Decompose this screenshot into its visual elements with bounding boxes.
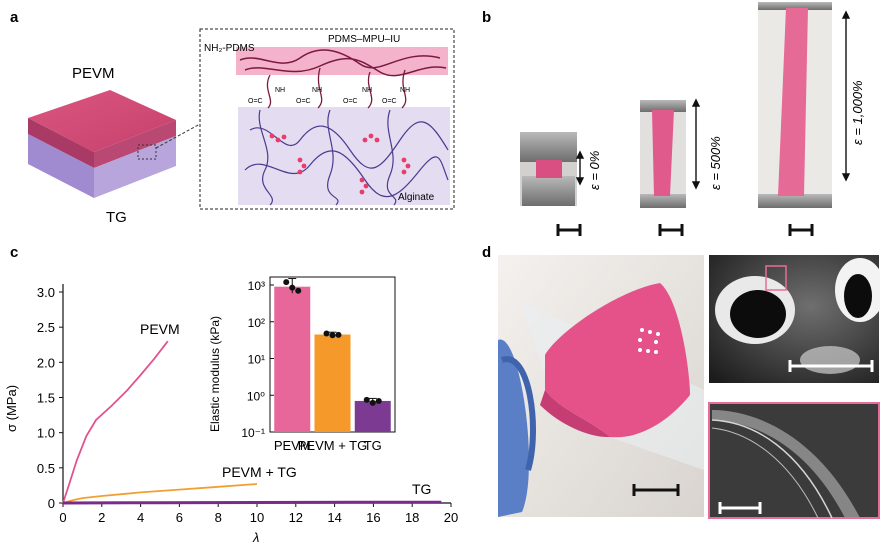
label-tg-layer: TG — [106, 209, 127, 226]
x-tick-label: 18 — [405, 510, 419, 525]
curve-label-tg: TG — [412, 481, 431, 497]
urethane-label-1: O=C — [248, 98, 263, 105]
y-tick-label: 0.5 — [37, 461, 55, 476]
inset-x-tick-label: PEVM + TG — [298, 438, 367, 453]
amine-label-3: NH — [362, 87, 372, 94]
y-tick-label: 2.5 — [37, 320, 55, 335]
y-tick-label: 2.0 — [37, 355, 55, 370]
x-tick-label: 6 — [176, 510, 183, 525]
tensile-photo-500 — [640, 100, 686, 208]
x-tick-label: 2 — [98, 510, 105, 525]
main-xlabel: λ — [252, 530, 259, 545]
scale-bar-sem-2 — [718, 502, 762, 514]
scale-bar-sem-1 — [788, 360, 874, 372]
data-point — [295, 287, 302, 294]
panel-c-letter: c — [10, 244, 18, 261]
inset-y-tick-label: 10⁻¹ — [241, 426, 265, 440]
inset-x-tick-label: PEVM — [274, 438, 311, 453]
amine-label-2: NH — [312, 87, 322, 94]
data-point — [289, 284, 296, 291]
bar-tg — [354, 400, 391, 432]
amine-label-1: NH — [275, 87, 285, 94]
strain-label-0: ε = 0% — [587, 151, 602, 190]
data-point — [375, 397, 382, 404]
main-ylabel: σ (MPa) — [4, 385, 19, 432]
bar-pevm-tg — [314, 334, 351, 432]
amine-label-4: NH — [400, 87, 410, 94]
inset-y-tick-label: 10³ — [248, 279, 265, 293]
tensile-photo-0 — [520, 132, 577, 206]
zoom-box — [137, 144, 157, 160]
urethane-label-2: O=C — [296, 98, 311, 105]
y-tick-label: 3.0 — [37, 285, 55, 300]
y-tick-label: 1.5 — [37, 391, 55, 406]
tensile-photo-1000 — [758, 2, 832, 208]
x-tick-label: 20 — [444, 510, 458, 525]
series-line-pevm — [62, 340, 169, 504]
panel-b-letter: b — [482, 9, 491, 26]
x-tick-label: 0 — [59, 510, 66, 525]
series-line-pevm-tg — [62, 483, 258, 504]
strain-label-500: ε = 500% — [708, 136, 723, 190]
x-tick-label: 4 — [137, 510, 144, 525]
bar-pevm — [274, 286, 311, 432]
strain-label-1000: ε = 1,000% — [850, 80, 865, 145]
data-point — [283, 279, 290, 286]
sem-image-overview — [709, 255, 880, 383]
x-tick-label: 14 — [327, 510, 341, 525]
curve-label-pevm-tg: PEVM + TG — [222, 464, 297, 480]
scale-bar-photo — [632, 484, 680, 496]
y-tick-label: 0 — [48, 496, 55, 511]
x-tick-label: 10 — [250, 510, 264, 525]
urethane-label-3: O=C — [343, 98, 358, 105]
sem-image-zoom — [708, 402, 880, 519]
data-point — [329, 332, 336, 339]
data-point — [335, 331, 342, 338]
urethane-label-4: O=C — [382, 98, 397, 105]
label-alginate: Alginate — [398, 192, 435, 203]
data-point — [323, 330, 330, 337]
label-pevm-layer: PEVM — [72, 65, 115, 82]
y-tick-label: 1.0 — [37, 426, 55, 441]
data-point — [369, 399, 376, 406]
inset-y-tick-label: 10² — [248, 316, 265, 330]
scale-bars-b — [556, 224, 814, 236]
stress-stretch-chart: 0 2 4 6 8 10 12 14 16 18 20 0 0.5 1.0 1.5 2.0 2.5 3.0 — [37, 284, 458, 525]
inset-y-tick-label: 10¹ — [248, 353, 265, 367]
data-point — [363, 396, 370, 403]
zoom-region-box — [765, 265, 787, 291]
x-tick-label: 16 — [366, 510, 380, 525]
panel-a-letter: a — [10, 9, 19, 26]
strain-arrows — [575, 10, 851, 190]
inset-ylabel: Elastic modulus (kPa) — [208, 316, 222, 432]
x-tick-label: 12 — [289, 510, 303, 525]
inset-x-tick-label: TG — [364, 438, 382, 453]
layered-slab-illustration — [28, 90, 201, 198]
photo-rolled-film — [498, 255, 704, 517]
label-pdms-mpu-iu: PDMS–MPU–IU — [328, 34, 400, 45]
curve-label-pevm: PEVM — [140, 321, 180, 337]
label-nh2-pdms: NH₂-PDMS — [204, 43, 255, 54]
inset-y-tick-label: 10⁰ — [247, 389, 265, 403]
series-line-tg — [62, 500, 442, 505]
panel-d-letter: d — [482, 244, 491, 261]
x-tick-label: 8 — [215, 510, 222, 525]
molecular-inset: NH NH NH NH O=C O=C O=C O=C — [199, 28, 455, 210]
